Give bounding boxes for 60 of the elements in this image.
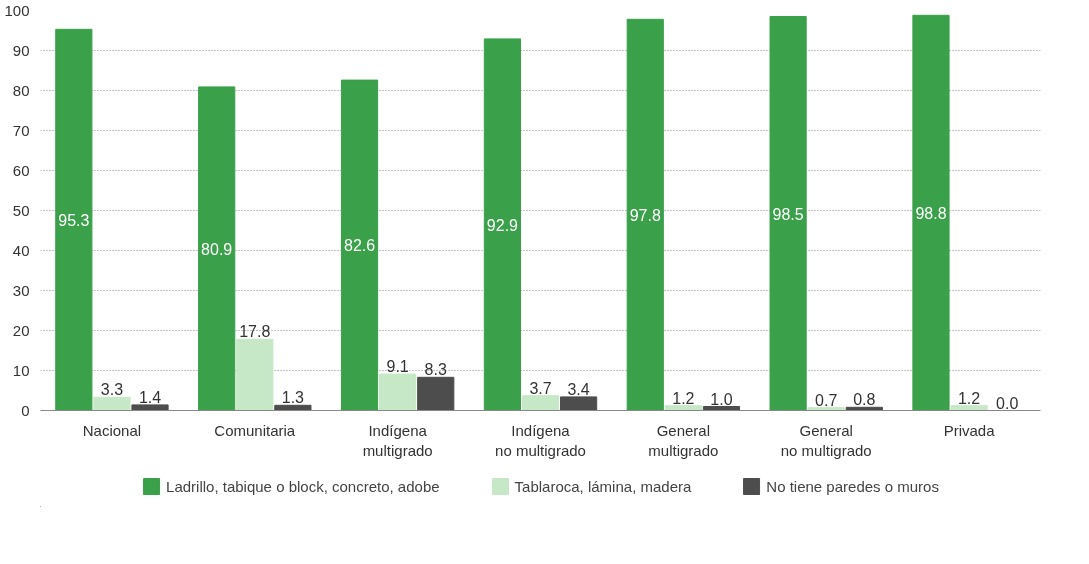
- bar: [912, 14, 950, 411]
- y-tick-label: 90: [12, 41, 30, 59]
- data-label: 80.9: [201, 240, 233, 258]
- data-label: 0.8: [853, 391, 876, 409]
- data-label: 3.4: [567, 380, 590, 398]
- data-label: 3.7: [529, 379, 552, 397]
- data-label: 9.1: [386, 358, 409, 376]
- bar: [664, 405, 702, 411]
- data-label: 1.2: [957, 389, 981, 407]
- bar: [560, 396, 598, 411]
- y-tick-label: 80: [12, 81, 30, 99]
- y-tick-label: 100: [4, 1, 30, 19]
- x-tick-label: Indígena multigrado: [362, 421, 433, 459]
- bar: [274, 404, 312, 411]
- data-label: 98.8: [915, 204, 947, 222]
- data-label: 92.9: [486, 216, 519, 234]
- data-label: 1.0: [710, 390, 733, 408]
- data-label: 0.7: [815, 391, 838, 409]
- legend-label: Ladrillo, tabique o block, concreto, adobe: [166, 477, 440, 495]
- bar: [379, 373, 417, 411]
- bar: [521, 395, 560, 411]
- data-label: 0.0: [996, 394, 1019, 412]
- data-label: 1.2: [672, 389, 695, 407]
- data-label: 17.8: [239, 323, 271, 341]
- x-tick-label: General multigrado: [648, 421, 719, 459]
- x-tick-label: Privada: [943, 421, 996, 439]
- bar: [340, 79, 379, 411]
- bar: [807, 407, 845, 411]
- bar: [626, 18, 664, 411]
- data-label: 1.3: [281, 389, 305, 407]
- data-label: 82.6: [343, 237, 376, 255]
- legend-label: Tablaroca, lámina, madera: [514, 477, 692, 495]
- y-tick-label: 60: [12, 161, 30, 179]
- x-tick-label: Comunitaria: [214, 421, 296, 439]
- y-tick-label: 10: [12, 361, 30, 379]
- y-tick-label: 30: [12, 281, 30, 299]
- legend-label: No tiene paredes o muros: [766, 477, 939, 495]
- bar: [950, 405, 988, 411]
- y-tick-label: 0: [21, 401, 30, 419]
- y-tick-label: 50: [12, 201, 30, 219]
- bar: [769, 16, 807, 411]
- bar: [483, 38, 521, 411]
- y-tick-label: 40: [12, 241, 30, 259]
- bar: [417, 376, 455, 411]
- data-label: 97.8: [629, 206, 661, 224]
- bar: [236, 338, 274, 411]
- y-tick-label: 70: [12, 121, 30, 139]
- bar: [55, 28, 93, 411]
- bar: [198, 86, 236, 411]
- y-tick-label: 20: [12, 321, 30, 339]
- x-tick-label: Indígena no multigrado: [495, 421, 586, 459]
- x-tick-label: General no multigrado: [780, 421, 872, 459]
- data-label: 8.3: [424, 361, 447, 379]
- bar: [131, 404, 169, 411]
- data-label: 98.5: [772, 205, 804, 223]
- data-label: 1.4: [138, 388, 162, 406]
- x-tick-label: Nacional: [82, 421, 142, 439]
- data-label: 3.3: [100, 381, 124, 399]
- data-label: 95.3: [58, 211, 90, 229]
- bar: [93, 396, 131, 411]
